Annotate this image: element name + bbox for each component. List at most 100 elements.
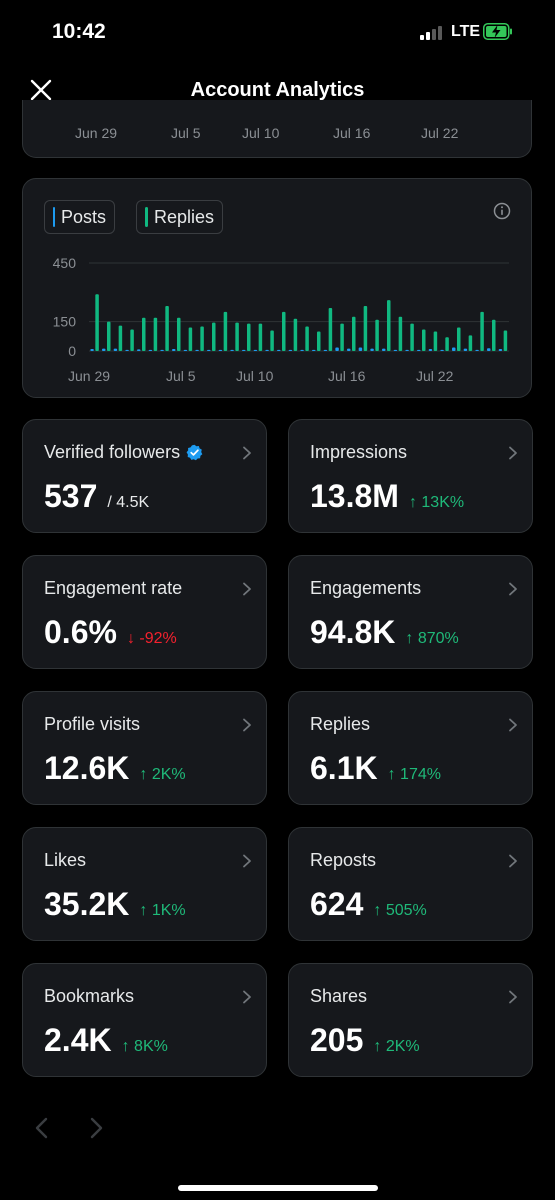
header: Account Analytics <box>0 65 555 115</box>
x-tick-label: Jul 22 <box>416 368 454 384</box>
battery-charging-icon <box>483 23 512 40</box>
previous-page-icon[interactable] <box>32 1116 52 1140</box>
next-page-icon[interactable] <box>86 1116 106 1140</box>
replies-bar <box>387 300 391 351</box>
posts-bar <box>428 349 433 351</box>
chevron-right-icon <box>243 446 251 460</box>
stat-value-text: 13.8M <box>310 478 399 514</box>
stat-card-verified-followers[interactable]: Verified followers 537 / 4.5K <box>22 419 267 533</box>
stat-card-impressions[interactable]: Impressions 13.8M ↑ 13K% <box>288 419 533 533</box>
replies-bar <box>410 323 414 351</box>
info-icon[interactable] <box>493 202 511 220</box>
posts-bar <box>102 348 106 351</box>
top-x-label: Jul 5 <box>171 125 201 141</box>
arrow-up-icon: ↑ <box>408 494 417 511</box>
stat-card-shares[interactable]: Shares 205 ↑ 2K% <box>288 963 533 1077</box>
posts-bar <box>218 349 223 351</box>
stat-card-profile-visits[interactable]: Profile visits 12.6K ↑ 2K% <box>22 691 267 805</box>
replies-bar <box>223 311 228 351</box>
stat-label-text: Bookmarks <box>44 986 135 1006</box>
stat-value: 94.8K ↑ 870% <box>310 614 459 651</box>
stat-change-text: 2K% <box>151 766 186 783</box>
stat-label: Impressions <box>310 442 407 463</box>
stat-change: ↑ 13K% <box>409 494 464 512</box>
stat-label: Reposts <box>310 850 376 871</box>
stat-change: ↑ 2K% <box>139 766 185 784</box>
posts-bar <box>405 349 409 351</box>
posts-bar <box>253 349 258 351</box>
posts-bar <box>90 349 94 351</box>
replies-bar <box>118 325 123 351</box>
posts-bar <box>487 348 491 351</box>
arrow-up-icon: ↑ <box>139 766 148 783</box>
posts-bar <box>312 349 316 351</box>
replies-bar <box>107 321 111 351</box>
stat-card-reposts[interactable]: Reposts 624 ↑ 505% <box>288 827 533 941</box>
stat-change: ↑ 8K% <box>122 1038 168 1056</box>
posts-bar <box>347 348 351 351</box>
stat-value-text: 205 <box>310 1022 364 1058</box>
replies-bar <box>188 327 193 351</box>
posts-bar <box>323 349 328 351</box>
x-tick-label: Jul 10 <box>236 368 274 384</box>
stat-value-text: 624 <box>310 886 364 922</box>
replies-bar <box>480 311 484 351</box>
stat-value: 35.2K ↑ 1K% <box>44 886 186 923</box>
stat-change-text: 870% <box>417 630 459 647</box>
posts-bar <box>370 348 374 351</box>
x-tick-label: Jun 29 <box>68 368 110 384</box>
stat-change: ↑ 1K% <box>139 902 185 920</box>
stat-value-text: 35.2K <box>44 886 130 922</box>
page-title: Account Analytics <box>190 79 365 101</box>
stat-change-text: 2K% <box>385 1038 420 1055</box>
replies-bar <box>375 319 379 351</box>
arrow-up-icon: ↑ <box>121 1038 130 1055</box>
network-type: LTE <box>451 23 481 40</box>
stat-label: Likes <box>44 850 86 871</box>
stat-change-text: 505% <box>385 902 427 919</box>
activity-bar-chart: 450 150 0 Jun 29 Jul 5 Jul 10 Jul 16 Jul 22 <box>53 255 509 384</box>
stat-value: 12.6K ↑ 2K% <box>44 750 186 787</box>
posts-bar <box>358 347 363 351</box>
stat-change-text: -92% <box>139 630 177 647</box>
posts-bar <box>417 349 421 351</box>
legend-posts[interactable]: Posts <box>44 200 115 234</box>
stat-card-engagement-rate[interactable]: Engagement rate 0.6% ↓ -92% <box>22 555 267 669</box>
stat-card-replies[interactable]: Replies 6.1K ↑ 174% <box>288 691 533 805</box>
stat-value-text: 537 <box>44 478 98 514</box>
home-indicator[interactable] <box>178 1185 378 1191</box>
stat-label-text: Likes <box>44 850 87 870</box>
stat-card-bookmarks[interactable]: Bookmarks 2.4K ↑ 8K% <box>22 963 267 1077</box>
activity-chart-card: Posts Replies 450 150 0 Jun 29 Jul 5 Jul 10 Ju… <box>22 178 532 398</box>
replies-bar <box>457 327 461 351</box>
stat-change: ↑ 505% <box>373 902 426 920</box>
stat-change: ↑ 174% <box>388 766 441 784</box>
posts-bar <box>452 347 456 351</box>
replies-bar <box>317 331 321 351</box>
arrow-up-icon: ↑ <box>139 902 148 919</box>
close-icon[interactable] <box>28 77 54 103</box>
replies-bar <box>270 330 274 351</box>
stat-change-text: 13K% <box>421 494 465 511</box>
posts-bar <box>242 349 246 351</box>
chevron-right-icon <box>243 990 251 1004</box>
arrow-up-icon: ↑ <box>387 766 396 783</box>
chevron-right-icon <box>243 854 251 868</box>
stat-label: Shares <box>310 986 367 1007</box>
y-tick-label: 150 <box>53 314 77 330</box>
posts-bar <box>265 349 269 351</box>
stat-value-text: 12.6K <box>44 750 130 786</box>
replies-bar <box>363 306 368 351</box>
chevron-right-icon <box>509 718 517 732</box>
replies-bar <box>165 306 169 351</box>
stat-label-text: Engagements <box>310 578 422 598</box>
stat-card-likes[interactable]: Likes 35.2K ↑ 1K% <box>22 827 267 941</box>
posts-bar <box>463 348 468 351</box>
replies-bar <box>282 311 286 351</box>
posts-bar <box>195 349 199 351</box>
legend-replies[interactable]: Replies <box>136 200 223 234</box>
stat-card-engagements[interactable]: Engagements 94.8K ↑ 870% <box>288 555 533 669</box>
stat-change-text: 1K% <box>151 902 186 919</box>
status-time: 10:42 <box>52 20 106 43</box>
stat-label: Engagements <box>310 578 421 599</box>
